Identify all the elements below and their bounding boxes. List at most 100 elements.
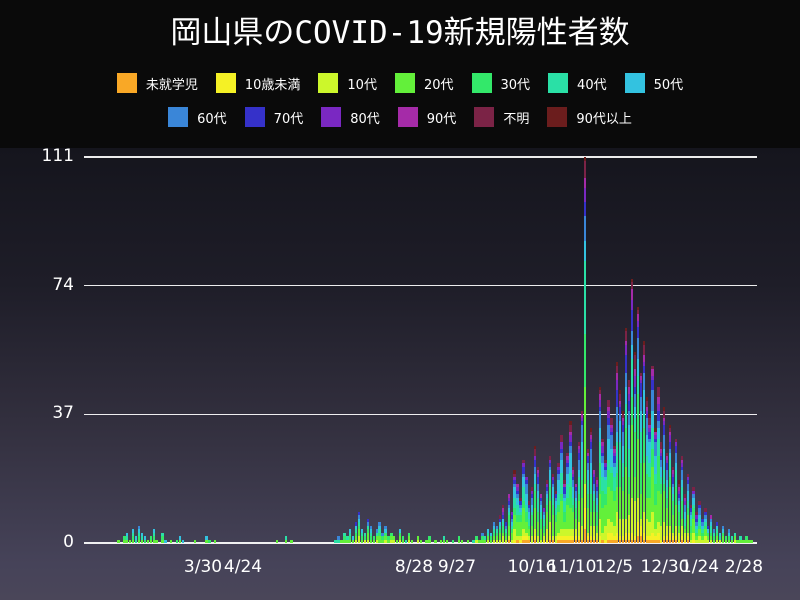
bar-column[interactable] — [428, 536, 431, 543]
bar-column[interactable] — [630, 278, 634, 543]
bar-column[interactable] — [715, 522, 719, 543]
bar-column[interactable] — [583, 157, 587, 543]
bar-column[interactable] — [601, 438, 604, 543]
bar-column[interactable] — [636, 306, 640, 543]
bar-column[interactable] — [736, 539, 739, 543]
bar-column[interactable] — [592, 470, 595, 543]
bar-column[interactable] — [718, 532, 722, 543]
bar-column[interactable] — [504, 522, 507, 543]
bar-column[interactable] — [155, 539, 158, 543]
bar-column[interactable] — [460, 539, 463, 543]
bar-column[interactable] — [401, 536, 405, 543]
bar-column[interactable] — [727, 529, 730, 543]
bar-column[interactable] — [355, 522, 358, 543]
bar-column[interactable] — [501, 504, 505, 543]
bar-column[interactable] — [525, 477, 528, 543]
bar-column[interactable] — [193, 539, 196, 543]
bar-column[interactable] — [695, 511, 698, 543]
bar-column[interactable] — [137, 525, 141, 543]
bar-column[interactable] — [748, 539, 751, 543]
bar-column[interactable] — [146, 539, 149, 543]
bar-column[interactable] — [598, 386, 601, 543]
bar-column[interactable] — [337, 536, 340, 543]
bar-column[interactable] — [340, 539, 343, 543]
bar-column[interactable] — [129, 539, 132, 543]
bar-column[interactable] — [586, 449, 590, 543]
bar-column[interactable] — [542, 508, 546, 543]
bar-column[interactable] — [551, 473, 554, 543]
bar-column[interactable] — [671, 466, 675, 543]
bar-column[interactable] — [290, 539, 293, 543]
bar-column[interactable] — [445, 539, 449, 543]
bar-column[interactable] — [214, 539, 217, 543]
legend-item-20代[interactable]: 20代 — [394, 73, 454, 93]
bar-column[interactable] — [578, 442, 581, 543]
bar-column[interactable] — [381, 532, 384, 543]
bar-column[interactable] — [140, 532, 144, 543]
bar-column[interactable] — [712, 529, 716, 543]
bar-column[interactable] — [346, 536, 349, 543]
bar-column[interactable] — [522, 459, 525, 543]
bar-column[interactable] — [507, 494, 510, 543]
bar-column[interactable] — [516, 483, 519, 543]
bar-column[interactable] — [557, 463, 560, 543]
bar-column[interactable] — [498, 515, 502, 543]
bar-column[interactable] — [390, 532, 393, 543]
bar-column[interactable] — [683, 494, 686, 543]
bar-column[interactable] — [366, 518, 370, 543]
bar-column[interactable] — [419, 539, 422, 543]
bar-column[interactable] — [674, 438, 678, 543]
bar-column[interactable] — [181, 539, 185, 543]
bar-column[interactable] — [123, 536, 126, 543]
bar-column[interactable] — [563, 480, 566, 543]
legend-item-未就学児[interactable]: 未就学児 — [116, 73, 198, 93]
bar-column[interactable] — [384, 525, 387, 543]
bar-column[interactable] — [575, 483, 578, 543]
bar-column[interactable] — [536, 466, 540, 543]
bar-column[interactable] — [534, 445, 537, 543]
bar-column[interactable] — [178, 536, 182, 543]
bar-column[interactable] — [132, 529, 135, 543]
bar-column[interactable] — [580, 410, 584, 543]
bar-column[interactable] — [686, 473, 689, 543]
bar-column[interactable] — [404, 539, 408, 543]
bar-column[interactable] — [143, 536, 147, 543]
bar-column[interactable] — [704, 508, 707, 543]
bar-column[interactable] — [440, 539, 443, 543]
bar-column[interactable] — [134, 536, 138, 543]
bar-column[interactable] — [489, 532, 493, 543]
bar-column[interactable] — [369, 525, 372, 543]
bar-column[interactable] — [724, 536, 728, 543]
legend-item-60代[interactable]: 60代 — [168, 107, 227, 127]
legend-item-不明[interactable]: 不明 — [474, 107, 529, 127]
bar-column[interactable] — [481, 532, 484, 543]
bar-column[interactable] — [410, 539, 414, 543]
bar-column[interactable] — [434, 539, 437, 543]
bar-column[interactable] — [457, 536, 461, 543]
bar-column[interactable] — [619, 390, 622, 543]
bar-column[interactable] — [730, 536, 733, 543]
bar-column[interactable] — [484, 536, 487, 543]
bar-column[interactable] — [663, 407, 666, 543]
bar-column[interactable] — [357, 511, 361, 543]
legend-item-90代以上[interactable]: 90代以上 — [547, 107, 632, 127]
bar-column[interactable] — [680, 456, 684, 543]
bar-column[interactable] — [126, 532, 129, 543]
bar-column[interactable] — [660, 442, 663, 543]
bar-column[interactable] — [528, 501, 531, 543]
bar-column[interactable] — [372, 536, 375, 543]
bar-column[interactable] — [375, 529, 378, 543]
legend-item-50代[interactable]: 50代 — [624, 73, 683, 93]
bar-column[interactable] — [569, 421, 572, 543]
bar-column[interactable] — [513, 470, 516, 543]
bar-column[interactable] — [701, 518, 704, 543]
bar-column[interactable] — [633, 351, 637, 543]
bar-column[interactable] — [510, 511, 513, 543]
bar-column[interactable] — [531, 487, 534, 543]
bar-column[interactable] — [622, 410, 625, 543]
bar-column[interactable] — [745, 536, 748, 543]
bar-column[interactable] — [651, 365, 654, 543]
bar-column[interactable] — [648, 414, 651, 543]
bar-column[interactable] — [451, 539, 455, 543]
bar-column[interactable] — [610, 417, 613, 543]
